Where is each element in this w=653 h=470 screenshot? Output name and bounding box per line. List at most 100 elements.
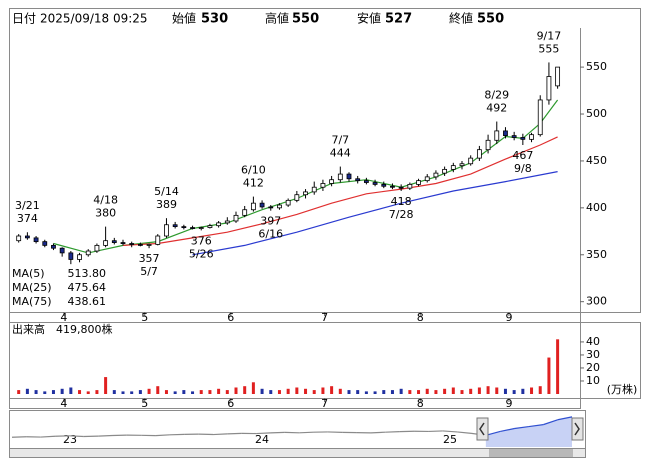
legend-name: MA(75) xyxy=(12,295,52,308)
candle-body xyxy=(450,165,456,170)
x-tick-label: 7 xyxy=(321,311,328,324)
annotation-price: 467 xyxy=(512,149,533,162)
x-tick-label: 5 xyxy=(141,311,148,324)
volume-bar xyxy=(399,388,403,394)
handle-arrow xyxy=(479,422,485,436)
volume-y-tick-label: 40 xyxy=(586,335,600,348)
x-tick-label: 4 xyxy=(60,397,67,410)
moving-average xyxy=(122,136,558,246)
candle-body xyxy=(68,252,74,260)
candle-body xyxy=(59,247,65,254)
navigator-line xyxy=(385,431,400,433)
header-value: 550 xyxy=(477,12,504,27)
candle-body xyxy=(529,134,534,140)
volume-bar xyxy=(60,388,64,394)
candle-body xyxy=(355,178,361,182)
candle-body xyxy=(242,209,248,216)
navigator-label: 23 xyxy=(63,433,77,446)
annotation-date: 8/29 xyxy=(484,89,509,102)
volume-bar xyxy=(147,388,151,394)
volume-bar xyxy=(138,390,142,394)
volume-bar xyxy=(199,390,203,394)
navigator-line xyxy=(155,434,170,437)
annotation-price: 492 xyxy=(486,102,507,115)
volume-bar xyxy=(364,391,368,394)
navigator-line xyxy=(457,431,472,434)
navigator-line xyxy=(543,419,558,426)
annotation-price: 412 xyxy=(243,177,264,190)
annotation-date: 9/8 xyxy=(514,162,532,175)
volume-bar xyxy=(330,386,334,394)
volume-bar xyxy=(234,387,238,394)
volume-bar xyxy=(156,386,160,394)
volume-bar xyxy=(173,391,177,394)
y-tick-label: 350 xyxy=(586,248,607,261)
candle-body xyxy=(442,168,448,174)
y-tick-label: 450 xyxy=(586,154,607,167)
volume-bar xyxy=(469,388,473,394)
volume-bar xyxy=(390,390,394,394)
y-tick-label: 550 xyxy=(586,60,607,73)
volume-bar xyxy=(408,390,412,394)
volume-bar xyxy=(34,390,38,394)
volume-bar xyxy=(208,390,212,394)
candle-body xyxy=(277,204,282,209)
header-label: 終値 xyxy=(449,11,473,26)
volume-bar xyxy=(121,391,125,394)
volume-unit: (万株) xyxy=(607,382,638,396)
candle-body xyxy=(311,186,317,193)
navigator-handle[interactable] xyxy=(571,417,584,441)
volume-y-tick-label: 30 xyxy=(586,348,600,361)
candle-body xyxy=(164,224,169,237)
volume-bar xyxy=(512,390,516,394)
header-value: 530 xyxy=(201,12,228,27)
candle-body xyxy=(51,244,56,249)
candle-body xyxy=(337,173,343,181)
volume-bar xyxy=(225,390,229,394)
volume-bar xyxy=(251,382,255,394)
annotation-price: 380 xyxy=(95,207,116,220)
volume-bar xyxy=(434,390,438,394)
candle-body xyxy=(346,173,352,180)
navigator-line xyxy=(557,416,573,421)
scroll-thumb[interactable] xyxy=(489,449,573,457)
candle-body xyxy=(476,149,482,159)
x-tick-label: 7 xyxy=(321,397,328,410)
legend-box xyxy=(10,266,107,311)
volume-bar xyxy=(277,390,281,394)
candle-body xyxy=(111,240,117,243)
candle-body xyxy=(268,206,274,209)
candle-body xyxy=(155,235,161,245)
x-tick-label: 6 xyxy=(227,397,234,410)
x-axis-band xyxy=(9,398,581,409)
annotation-price: 389 xyxy=(156,198,177,211)
annotation-date: 5/14 xyxy=(154,185,179,198)
volume-bar xyxy=(243,386,247,394)
header-label: 高値 xyxy=(265,11,289,26)
volume-bar xyxy=(51,390,55,394)
candle-body xyxy=(294,194,300,201)
volume-bar xyxy=(304,388,308,394)
annotation-price: 376 xyxy=(191,234,212,247)
candle-body xyxy=(511,135,517,138)
candle-body xyxy=(129,243,135,245)
navigator-line xyxy=(370,431,386,434)
navigator-handle[interactable] xyxy=(476,417,489,441)
legend-name: MA(5) xyxy=(12,267,45,280)
annotation-date: 3/21 xyxy=(15,199,40,212)
volume-bar xyxy=(373,391,377,394)
candle-body xyxy=(398,186,404,189)
candle-body xyxy=(224,220,230,224)
annotation-date: 6/16 xyxy=(258,228,283,241)
candle-body xyxy=(120,242,126,244)
volume-bar xyxy=(417,390,421,394)
scrollbar[interactable] xyxy=(9,448,586,458)
volume-bar xyxy=(25,388,29,394)
x-tick-label: 5 xyxy=(141,397,148,410)
volume-bar xyxy=(486,386,490,394)
annotation-price: 555 xyxy=(538,42,559,55)
volume-bar xyxy=(521,388,525,394)
navigator-line xyxy=(212,433,228,436)
annotation-price: 418 xyxy=(391,195,412,208)
volume-bar xyxy=(95,390,99,394)
